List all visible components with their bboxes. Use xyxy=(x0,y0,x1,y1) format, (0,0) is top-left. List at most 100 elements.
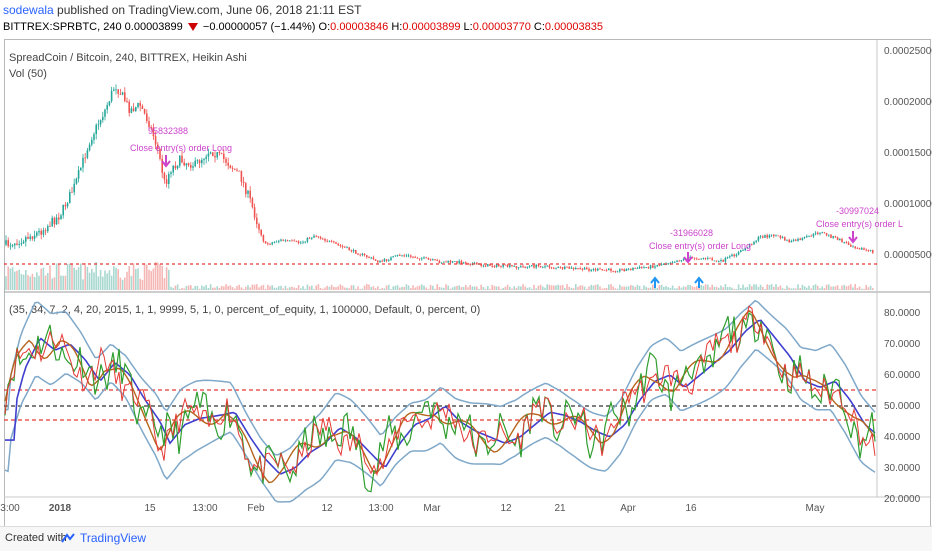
volume-bar xyxy=(47,272,49,290)
volume-bar xyxy=(198,288,201,290)
volume-bar xyxy=(427,288,430,290)
candle-body xyxy=(225,158,227,163)
candle-body xyxy=(458,260,460,264)
volume-bar xyxy=(480,284,482,290)
candle-body xyxy=(423,257,425,259)
candle-body xyxy=(583,267,586,270)
candle-body xyxy=(746,247,749,249)
candle-body xyxy=(726,257,729,259)
volume-bar xyxy=(482,287,485,290)
candle-body xyxy=(720,260,722,262)
tradingview-brand-link[interactable]: TradingView xyxy=(80,531,147,545)
candle-body xyxy=(368,257,370,258)
candle-body xyxy=(372,257,375,260)
candle-body xyxy=(762,236,764,238)
last-price: 0.00003899 xyxy=(124,21,183,33)
volume-bar xyxy=(484,288,487,290)
volume-bar xyxy=(370,286,372,290)
tradingview-logo-icon[interactable] xyxy=(60,533,76,543)
volume-bar xyxy=(425,287,427,290)
volume-bar xyxy=(663,286,665,290)
candle-body xyxy=(454,261,456,262)
candle-body xyxy=(113,89,115,91)
footer-bar: Created with TradingView xyxy=(0,526,932,551)
volume-bar xyxy=(812,285,815,290)
candle-body xyxy=(755,240,757,242)
candle-body xyxy=(75,178,78,184)
candle-body xyxy=(814,232,817,234)
candle-body xyxy=(520,266,522,268)
volume-bar xyxy=(137,268,139,290)
volume-bar xyxy=(775,284,777,290)
volume-bar xyxy=(704,284,707,290)
candle-body xyxy=(86,150,89,158)
volume-bar xyxy=(614,288,617,290)
candle-body xyxy=(447,260,449,263)
candle-body xyxy=(555,267,557,269)
volume-bar xyxy=(436,284,438,290)
candle-body xyxy=(546,265,548,267)
volume-bar xyxy=(471,286,474,290)
volume-bar xyxy=(740,287,742,290)
candle-body xyxy=(315,235,317,237)
candle-body xyxy=(858,248,861,250)
candle-body xyxy=(480,263,482,266)
candle-body xyxy=(168,173,170,184)
price-tick-label: 0.00005000 xyxy=(884,250,932,261)
chart-canvas[interactable]: SpreadCoin / Bitcoin, 240, BITTREX, Heik… xyxy=(0,0,932,526)
candle-body xyxy=(856,248,859,249)
volume-bar xyxy=(163,278,166,290)
volume-bar xyxy=(214,287,216,290)
candle-body xyxy=(143,109,146,114)
volume-bar xyxy=(146,264,148,290)
volume-bar xyxy=(385,285,388,290)
candle-body xyxy=(801,237,804,241)
candle-body xyxy=(779,235,782,239)
candle-body xyxy=(317,236,320,238)
volume-bar xyxy=(357,286,359,290)
candle-body xyxy=(286,240,289,242)
candle-body xyxy=(289,240,291,242)
volume-bar xyxy=(764,288,766,290)
candle-body xyxy=(839,238,841,241)
volume-bar xyxy=(487,286,489,290)
author-link[interactable]: sodewala xyxy=(3,3,54,17)
volume-bar xyxy=(586,288,588,290)
candle-body xyxy=(515,266,518,269)
volume-bar xyxy=(141,279,144,290)
candle-body xyxy=(203,158,205,160)
indicator-params: (35, 34, 7, 2, 4, 20, 2015, 1, 1, 9999, … xyxy=(9,304,480,316)
down-arrow-icon xyxy=(187,23,198,32)
candle-body xyxy=(137,103,139,108)
volume-bar xyxy=(685,286,687,290)
volume-bar xyxy=(696,286,698,290)
candle-body xyxy=(238,170,240,172)
volume-bar xyxy=(856,287,859,290)
candle-body xyxy=(625,268,628,272)
candle-body xyxy=(212,152,214,156)
candle-body xyxy=(588,268,590,271)
candle-body xyxy=(161,158,163,173)
candle-body xyxy=(53,217,56,225)
candle-body xyxy=(748,243,751,248)
volume-bar xyxy=(269,286,271,290)
volume-bar xyxy=(44,275,47,290)
candle-body xyxy=(300,242,302,244)
volume-bar xyxy=(66,263,69,290)
candle-body xyxy=(370,257,372,259)
volume-bar xyxy=(790,288,793,290)
candle-body xyxy=(641,266,643,268)
candle-body xyxy=(295,240,298,242)
volume-bar xyxy=(18,269,20,290)
volume-bar xyxy=(588,286,590,290)
candle-body xyxy=(97,124,100,126)
volume-bar xyxy=(757,286,760,290)
indicator-tick-label: 80.0000 xyxy=(884,308,921,319)
candle-body xyxy=(836,237,839,241)
candle-body xyxy=(476,262,478,265)
candle-body xyxy=(249,190,251,199)
volume-bar xyxy=(603,288,606,290)
candle-body xyxy=(489,264,491,267)
time-tick-label: 2018 xyxy=(49,503,72,514)
candle-body xyxy=(410,255,412,257)
